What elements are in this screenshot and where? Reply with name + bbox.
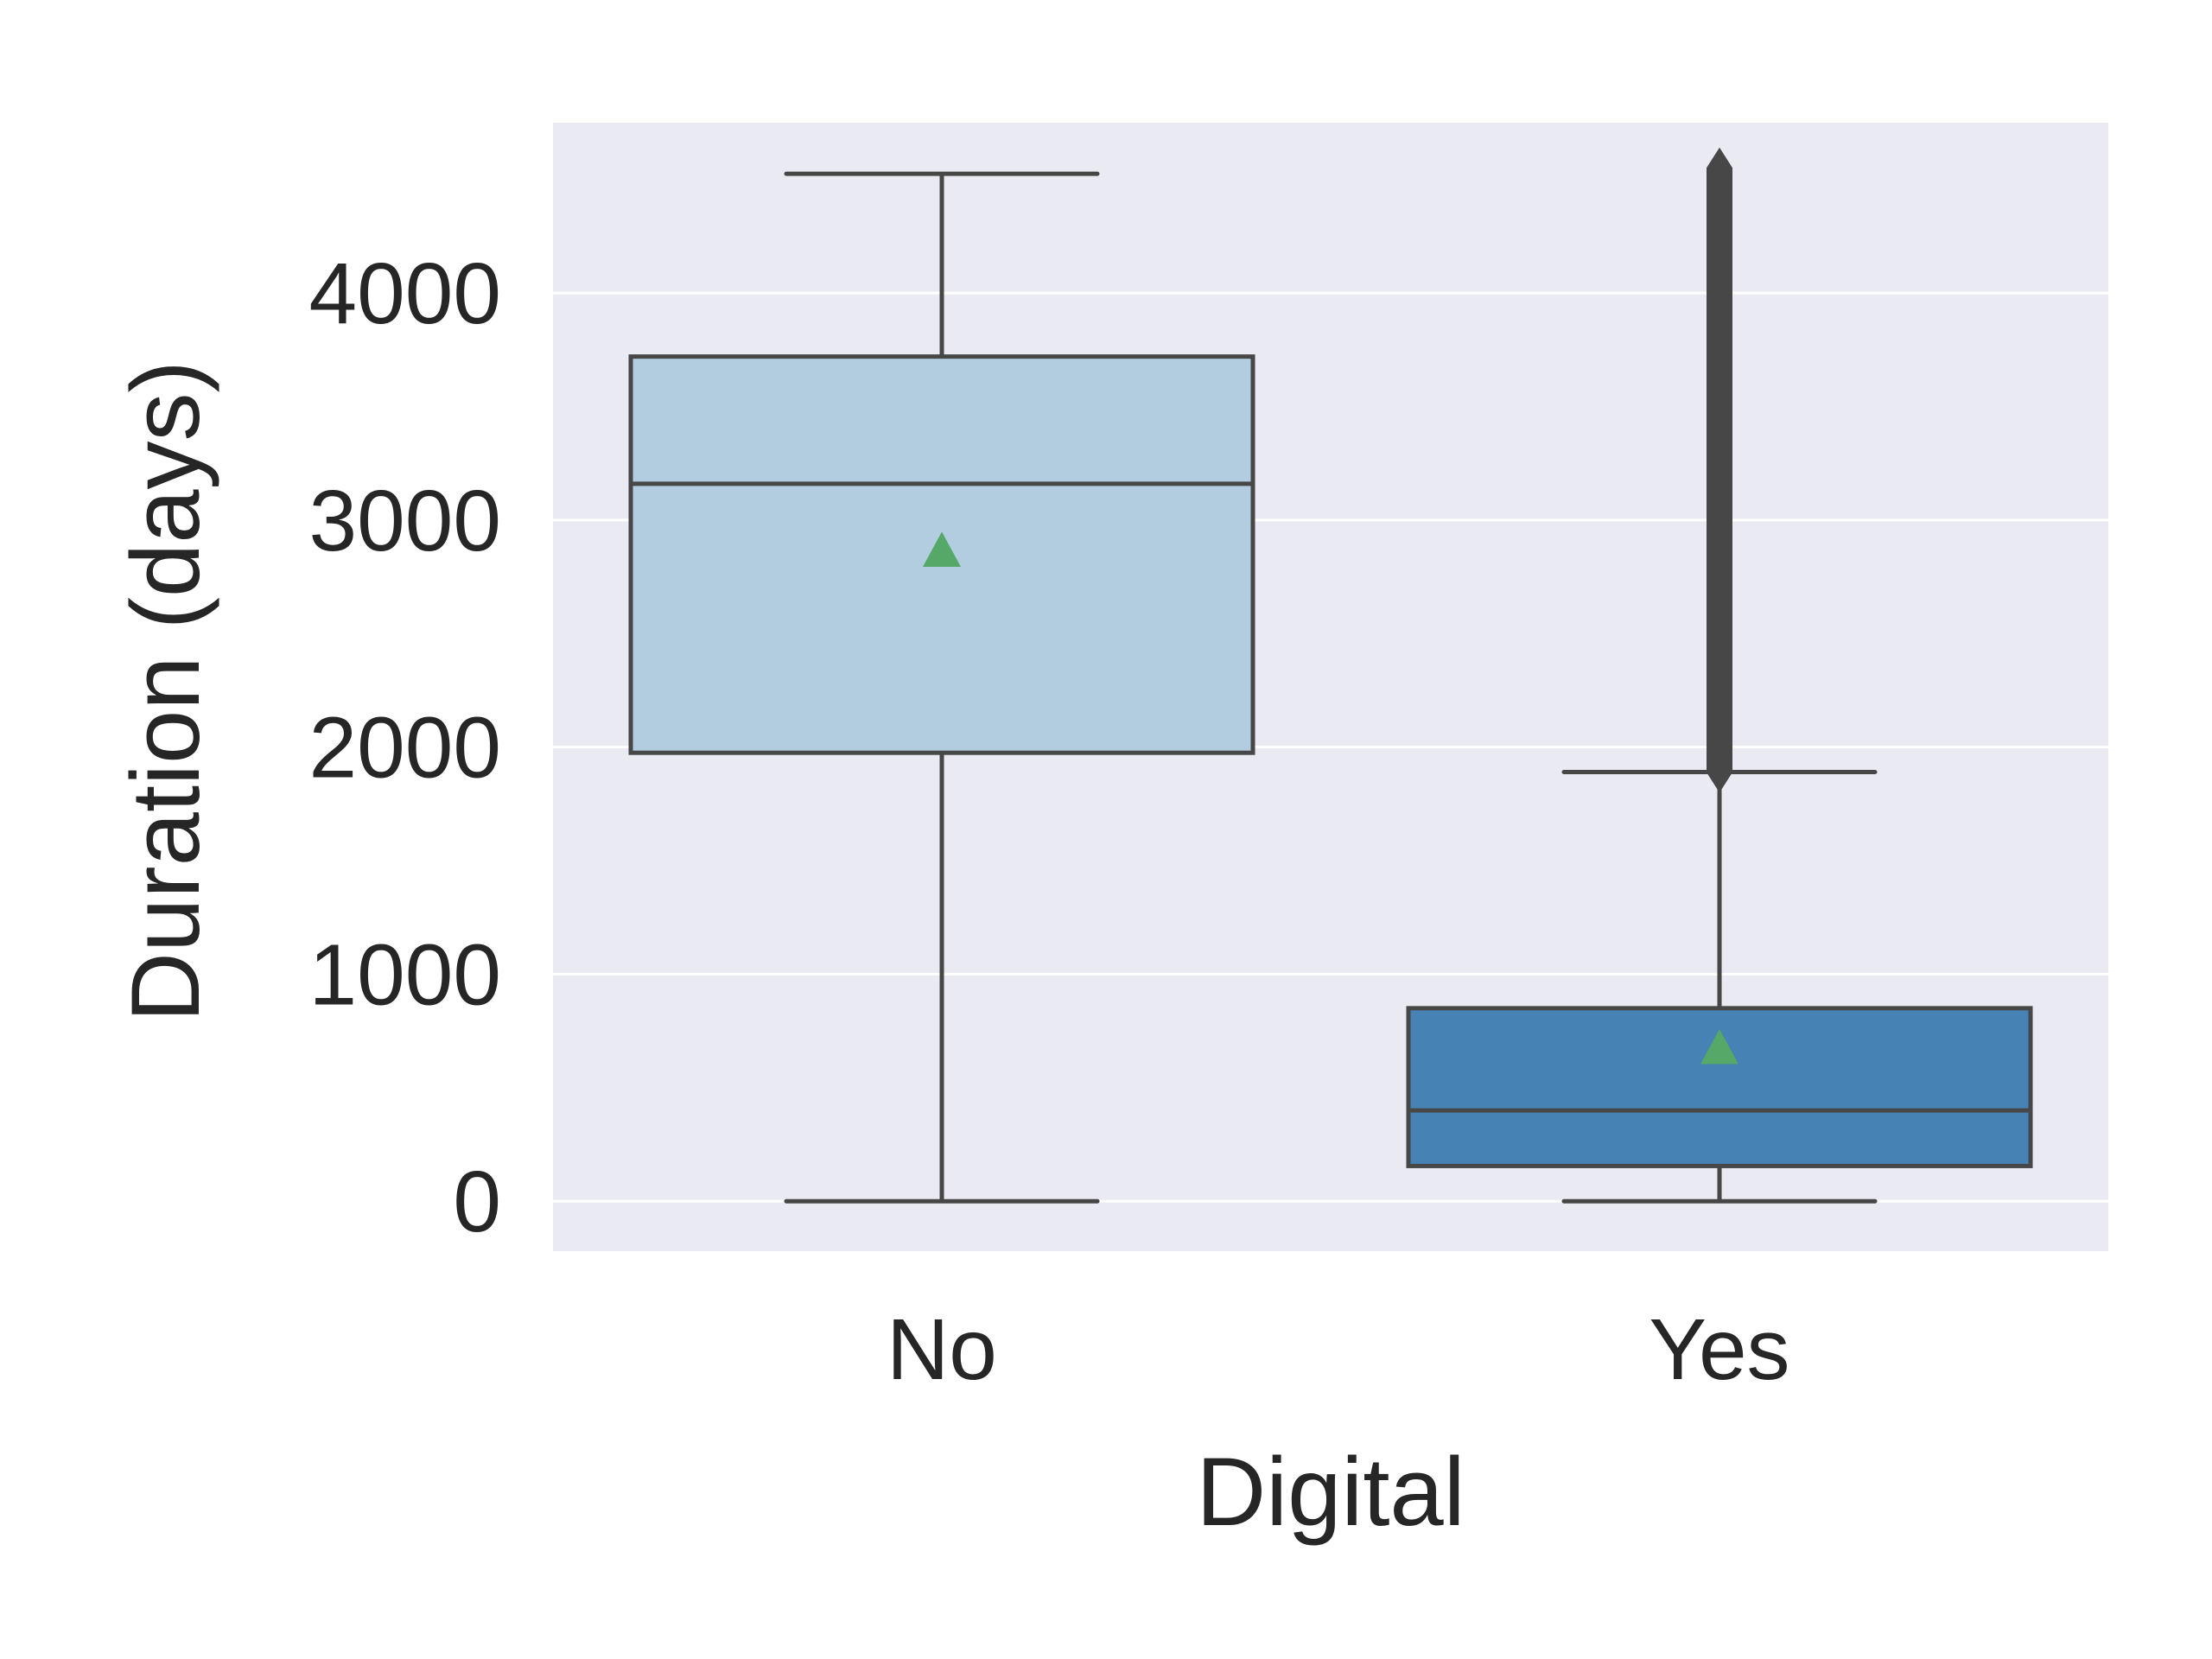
mean-marker bbox=[923, 531, 961, 568]
x-axis-label: Digital bbox=[1196, 1438, 1465, 1546]
boxes bbox=[628, 147, 2033, 1204]
y-tick-label: 0 bbox=[453, 1154, 501, 1250]
y-tick-label: 2000 bbox=[309, 700, 501, 797]
y-tick-label: 3000 bbox=[309, 473, 501, 569]
y-axis-label: Duration (days) bbox=[111, 360, 219, 1022]
x-tick-label: No bbox=[887, 1301, 997, 1398]
y-tick-label: 1000 bbox=[309, 926, 501, 1023]
mean-marker bbox=[1700, 1028, 1738, 1065]
x-tick-labels: No Yes bbox=[887, 1301, 1789, 1398]
x-tick-label: Yes bbox=[1649, 1301, 1789, 1398]
outliers-band bbox=[1707, 147, 1732, 793]
y-tick-label: 4000 bbox=[309, 245, 501, 342]
y-tick-labels: 0 1000 2000 3000 4000 bbox=[309, 245, 501, 1250]
